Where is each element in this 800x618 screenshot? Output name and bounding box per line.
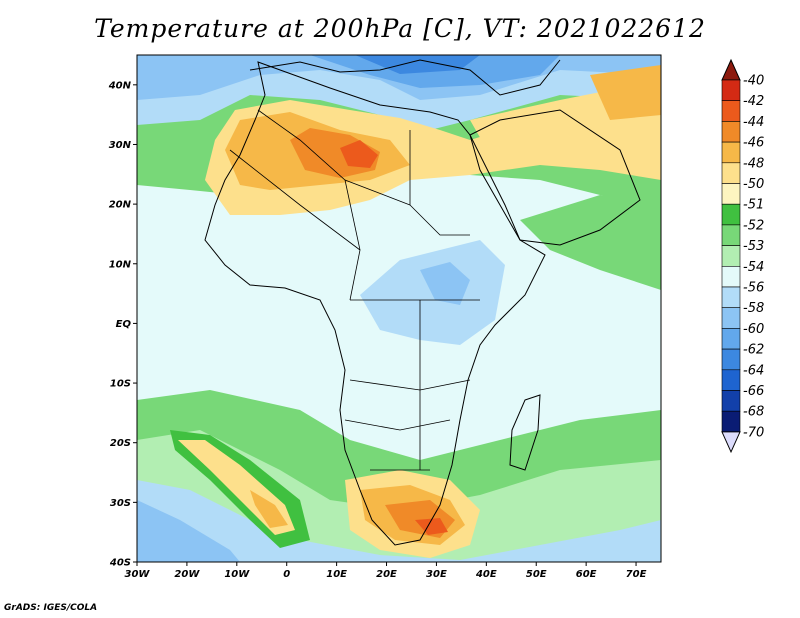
colorbar-box [721,245,741,267]
temperature-field [137,55,661,562]
colorbar-level-label: -54 [743,260,764,275]
colorbar-level-label: -66 [743,384,764,399]
lon-tick-label: 30E [426,569,447,580]
colorbar-box [721,121,741,143]
colorbar-bottom-arrow [721,431,741,454]
lon-tick-label: 20E [376,569,397,580]
contour-satlantic-orange [250,490,288,528]
lat-tick-label: 30N [109,140,132,151]
colorbar-top-arrow [721,58,741,81]
lat-tick-label: 40S [109,558,131,569]
colorbar-box [721,307,741,329]
colorbar-box [721,348,741,371]
country-borders [229,109,480,471]
lon-tick-label: 50E [526,569,547,580]
lon-tick-label: 0 [283,569,290,580]
colorbar-level-label: -56 [743,281,764,296]
colorbar-box [721,203,741,226]
colorbar-box [721,369,741,391]
colorbar-level-label: -68 [743,405,764,420]
colorbar-box [721,265,741,288]
colorbar-level-label: -50 [743,177,764,192]
contour-central-blue [420,262,470,305]
colorbar-box [721,100,741,122]
colorbar-level-label: -44 [743,115,764,130]
contour-sahara-core [340,140,378,168]
colorbar-box [721,162,741,184]
madagascar-coastline [509,394,541,471]
colorbar-level-label: -52 [743,218,764,233]
colorbar-box [721,79,741,102]
contour-arabian-sea-green [520,195,661,290]
colorbar-box [721,410,741,433]
contour-south-lightblue [137,480,661,562]
lon-axis: 30W 20W 10W 0 10E 20E 30E 40E 50E 60E 70E [125,562,647,580]
colorbar-level-label: -70 [743,425,764,440]
arabia-coastline [469,109,641,246]
colorbar-level-label: -40 [743,74,764,89]
lat-axis: 40N 30N 20N 10N EQ 10S 20S 30S 40S [108,80,137,569]
colorbar-box [721,141,741,164]
lat-tick-label: 10N [109,259,132,270]
colorbar-level-label: -53 [743,239,764,254]
colorbar-box [721,286,741,309]
colorbar-level-label: -62 [743,343,764,358]
colorbar-level-label: -64 [743,363,764,378]
lon-tick-label: 60E [576,569,597,580]
colorbar-level-label: -60 [743,322,764,337]
colorbar-box [721,390,741,412]
contour-southafrica-core [415,518,448,535]
colorbar-box [721,183,741,205]
lon-tick-label: 30W [125,569,151,580]
lon-tick-label: 10W [224,569,250,580]
lon-tick-label: 40E [475,569,497,580]
colorbar-level-label: -42 [743,94,764,109]
colorbar-level-label: -48 [743,156,764,171]
chart-title: Temperature at 200hPa [C], VT: 202102261… [94,14,706,43]
lat-tick-label: 30S [110,498,131,509]
lon-tick-label: 10E [326,569,347,580]
colorbar: -40 -42 -44 -46 -48 -50 -51 -52 -53 -54 -56 -58 -60 -… [721,58,764,454]
lon-tick-label: 20W [174,569,200,580]
colorbar-level-label: -51 [743,198,764,213]
colorbar-box [721,224,741,246]
coastlines [204,59,641,546]
colorbar-level-label: -58 [743,301,764,316]
footer-credit: GrADS: IGES/COLA [4,603,98,613]
lat-tick-label: EQ [116,319,132,330]
contour-southwest-blue [137,500,240,562]
colorbar-box [721,328,741,350]
contour-north-deepblue-2 [355,55,480,74]
lon-tick-label: 70E [626,569,647,580]
contour-arabia-orange [590,65,661,120]
lat-tick-label: 40N [108,80,132,91]
colorbar-level-label: -46 [743,136,764,151]
lat-tick-label: 20N [109,200,132,211]
lat-tick-label: 10S [110,379,131,390]
africa-coastline [204,61,546,546]
map-frame [136,54,662,563]
lat-tick-label: 20S [110,438,131,449]
europe-coastline [249,59,561,96]
